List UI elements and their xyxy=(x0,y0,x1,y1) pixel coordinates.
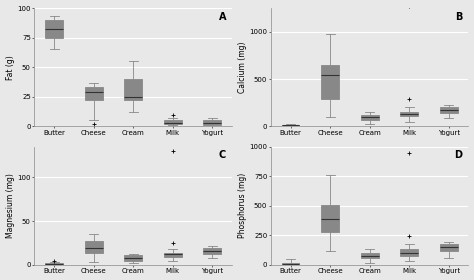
PathPatch shape xyxy=(400,249,418,256)
PathPatch shape xyxy=(45,20,63,38)
PathPatch shape xyxy=(164,120,182,124)
PathPatch shape xyxy=(203,248,221,254)
PathPatch shape xyxy=(164,253,182,257)
PathPatch shape xyxy=(400,112,418,116)
PathPatch shape xyxy=(321,65,339,99)
PathPatch shape xyxy=(85,241,102,253)
PathPatch shape xyxy=(45,263,63,265)
PathPatch shape xyxy=(361,253,379,258)
PathPatch shape xyxy=(361,115,379,120)
Y-axis label: Fat (g): Fat (g) xyxy=(6,55,15,80)
Text: D: D xyxy=(455,150,463,160)
PathPatch shape xyxy=(440,244,457,251)
PathPatch shape xyxy=(124,79,142,100)
Y-axis label: Phosphorus (mg): Phosphorus (mg) xyxy=(237,173,246,239)
PathPatch shape xyxy=(85,87,102,100)
PathPatch shape xyxy=(440,107,457,113)
Text: A: A xyxy=(219,11,226,22)
Y-axis label: Calcium (mg): Calcium (mg) xyxy=(237,41,246,93)
PathPatch shape xyxy=(321,205,339,232)
PathPatch shape xyxy=(282,263,300,264)
PathPatch shape xyxy=(282,125,300,126)
PathPatch shape xyxy=(203,120,221,125)
Y-axis label: Magnesium (mg): Magnesium (mg) xyxy=(6,173,15,238)
PathPatch shape xyxy=(124,255,142,261)
Text: C: C xyxy=(219,150,226,160)
Text: B: B xyxy=(455,11,463,22)
